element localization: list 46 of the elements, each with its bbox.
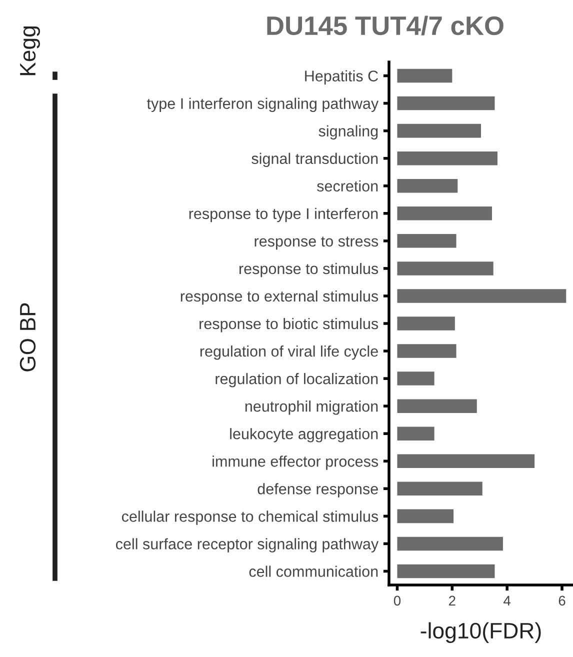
- x-axis-title: -log10(FDR): [420, 622, 541, 643]
- y-tick-label: leukocyte aggregation: [230, 428, 378, 442]
- bar: [397, 454, 535, 468]
- bar: [397, 399, 477, 413]
- y-tick-label: cell communication: [249, 566, 378, 577]
- x-tick-label: 4: [504, 596, 511, 606]
- y-tick-label: response to type I interferon: [189, 208, 378, 222]
- y-tick-label: response to external stimulus: [180, 290, 378, 305]
- bar: [397, 536, 503, 551]
- y-tick-label: defense response: [258, 483, 378, 498]
- y-tick-label: cell surface receptor signaling pathway: [116, 538, 379, 552]
- bar: [397, 151, 498, 166]
- chart-title: DU145 TUT4/7 cKO: [267, 16, 504, 36]
- bar: [397, 344, 456, 358]
- y-tick-label: regulation of localization: [216, 373, 378, 388]
- x-tick-label: 0: [394, 596, 401, 606]
- bar: [397, 426, 434, 440]
- bar: [397, 316, 455, 330]
- bar: [397, 509, 454, 524]
- bar: [397, 372, 434, 386]
- y-tick-label: response to stimulus: [239, 262, 378, 278]
- bar: [397, 262, 494, 276]
- bar: [397, 564, 495, 578]
- y-tick-label: neutrophil migration: [245, 400, 378, 415]
- y-tick-label: immune effector process: [212, 456, 378, 470]
- text: Kegg: [20, 26, 40, 76]
- y-tick-label: response to stress: [254, 236, 378, 250]
- bar: [397, 68, 452, 83]
- y-tick-label: cellular response to chemical stimulus: [122, 510, 378, 525]
- bar: [397, 96, 495, 110]
- bar: [397, 124, 481, 138]
- y-tick-label: signaling: [318, 125, 378, 140]
- y-tick-label: type I interferon signaling pathway: [146, 98, 379, 112]
- x-tick-label: 6: [558, 596, 566, 606]
- text: GO BP: [20, 303, 36, 372]
- bar: [397, 482, 482, 496]
- y-tick-label: regulation of viral life cycle: [200, 345, 378, 360]
- bar: [397, 234, 456, 248]
- bar: [397, 289, 566, 303]
- y-tick-label: Hepatitis C: [305, 70, 378, 84]
- y-tick-label: response to biotic stimulus: [200, 318, 378, 332]
- x-tick-label: 2: [449, 596, 456, 606]
- bar: [397, 178, 458, 193]
- bar: [397, 206, 492, 220]
- y-tick-label: signal transduction: [252, 152, 378, 168]
- y-tick-label: secretion: [317, 180, 378, 192]
